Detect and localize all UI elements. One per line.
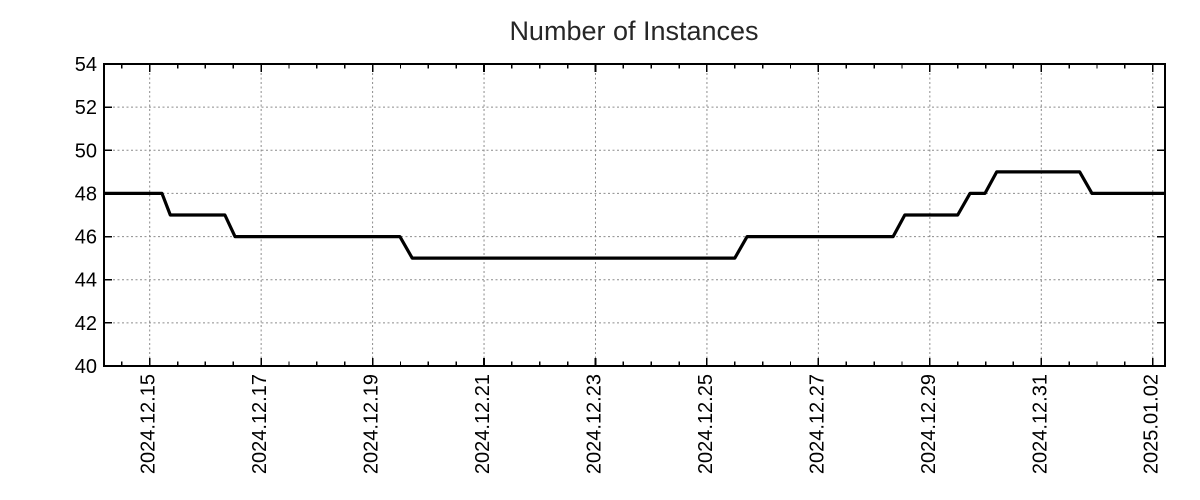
x-tick-label-group: 2024.12.15 — [138, 374, 160, 474]
y-tick-label: 52 — [75, 97, 97, 119]
y-tick-label: 46 — [75, 227, 97, 249]
x-tick-label: 2025.01.02 — [1141, 374, 1163, 474]
x-tick-label-group: 2024.12.27 — [806, 374, 828, 474]
x-tick-label: 2024.12.19 — [361, 374, 383, 474]
series-line — [104, 170, 1165, 260]
plot-border — [103, 63, 1166, 367]
x-tick-label: 2024.12.31 — [1029, 374, 1051, 474]
x-tick-label: 2024.12.21 — [472, 374, 494, 474]
series-layer — [104, 170, 1165, 260]
x-tick-label: 2024.12.23 — [583, 374, 605, 474]
x-tick-label-group: 2024.12.31 — [1029, 374, 1051, 474]
y-tick-label: 42 — [75, 313, 97, 335]
y-tick-label: 40 — [75, 356, 97, 378]
axis-layer — [103, 63, 1166, 367]
x-tick-label-group: 2025.01.02 — [1141, 374, 1163, 474]
y-tick-label: 54 — [75, 54, 97, 76]
y-tick-label: 50 — [75, 140, 97, 162]
x-tick-label: 2024.12.27 — [806, 374, 828, 474]
x-tick-label-group: 2024.12.25 — [695, 374, 717, 474]
x-tick-label-group: 2024.12.21 — [472, 374, 494, 474]
x-tick-label-group: 2024.12.29 — [918, 374, 940, 474]
tick-label-layer: 40 42 44 46 48 50 52 54 2024.12.15 2024.12.17 2024… — [75, 54, 1163, 474]
x-tick-label-group: 2024.12.17 — [249, 374, 271, 474]
x-tick-label: 2024.12.29 — [918, 374, 940, 474]
x-tick-label: 2024.12.17 — [249, 374, 271, 474]
grid-layer — [104, 63, 1165, 367]
x-tick-label: 2024.12.15 — [138, 374, 160, 474]
chart-title: Number of Instances — [509, 16, 758, 46]
y-tick-label: 48 — [75, 183, 97, 205]
x-tick-label-group: 2024.12.23 — [583, 374, 605, 474]
x-tick-label-group: 2024.12.19 — [361, 374, 383, 474]
y-tick-label: 44 — [75, 270, 97, 292]
x-tick-label: 2024.12.25 — [695, 374, 717, 474]
